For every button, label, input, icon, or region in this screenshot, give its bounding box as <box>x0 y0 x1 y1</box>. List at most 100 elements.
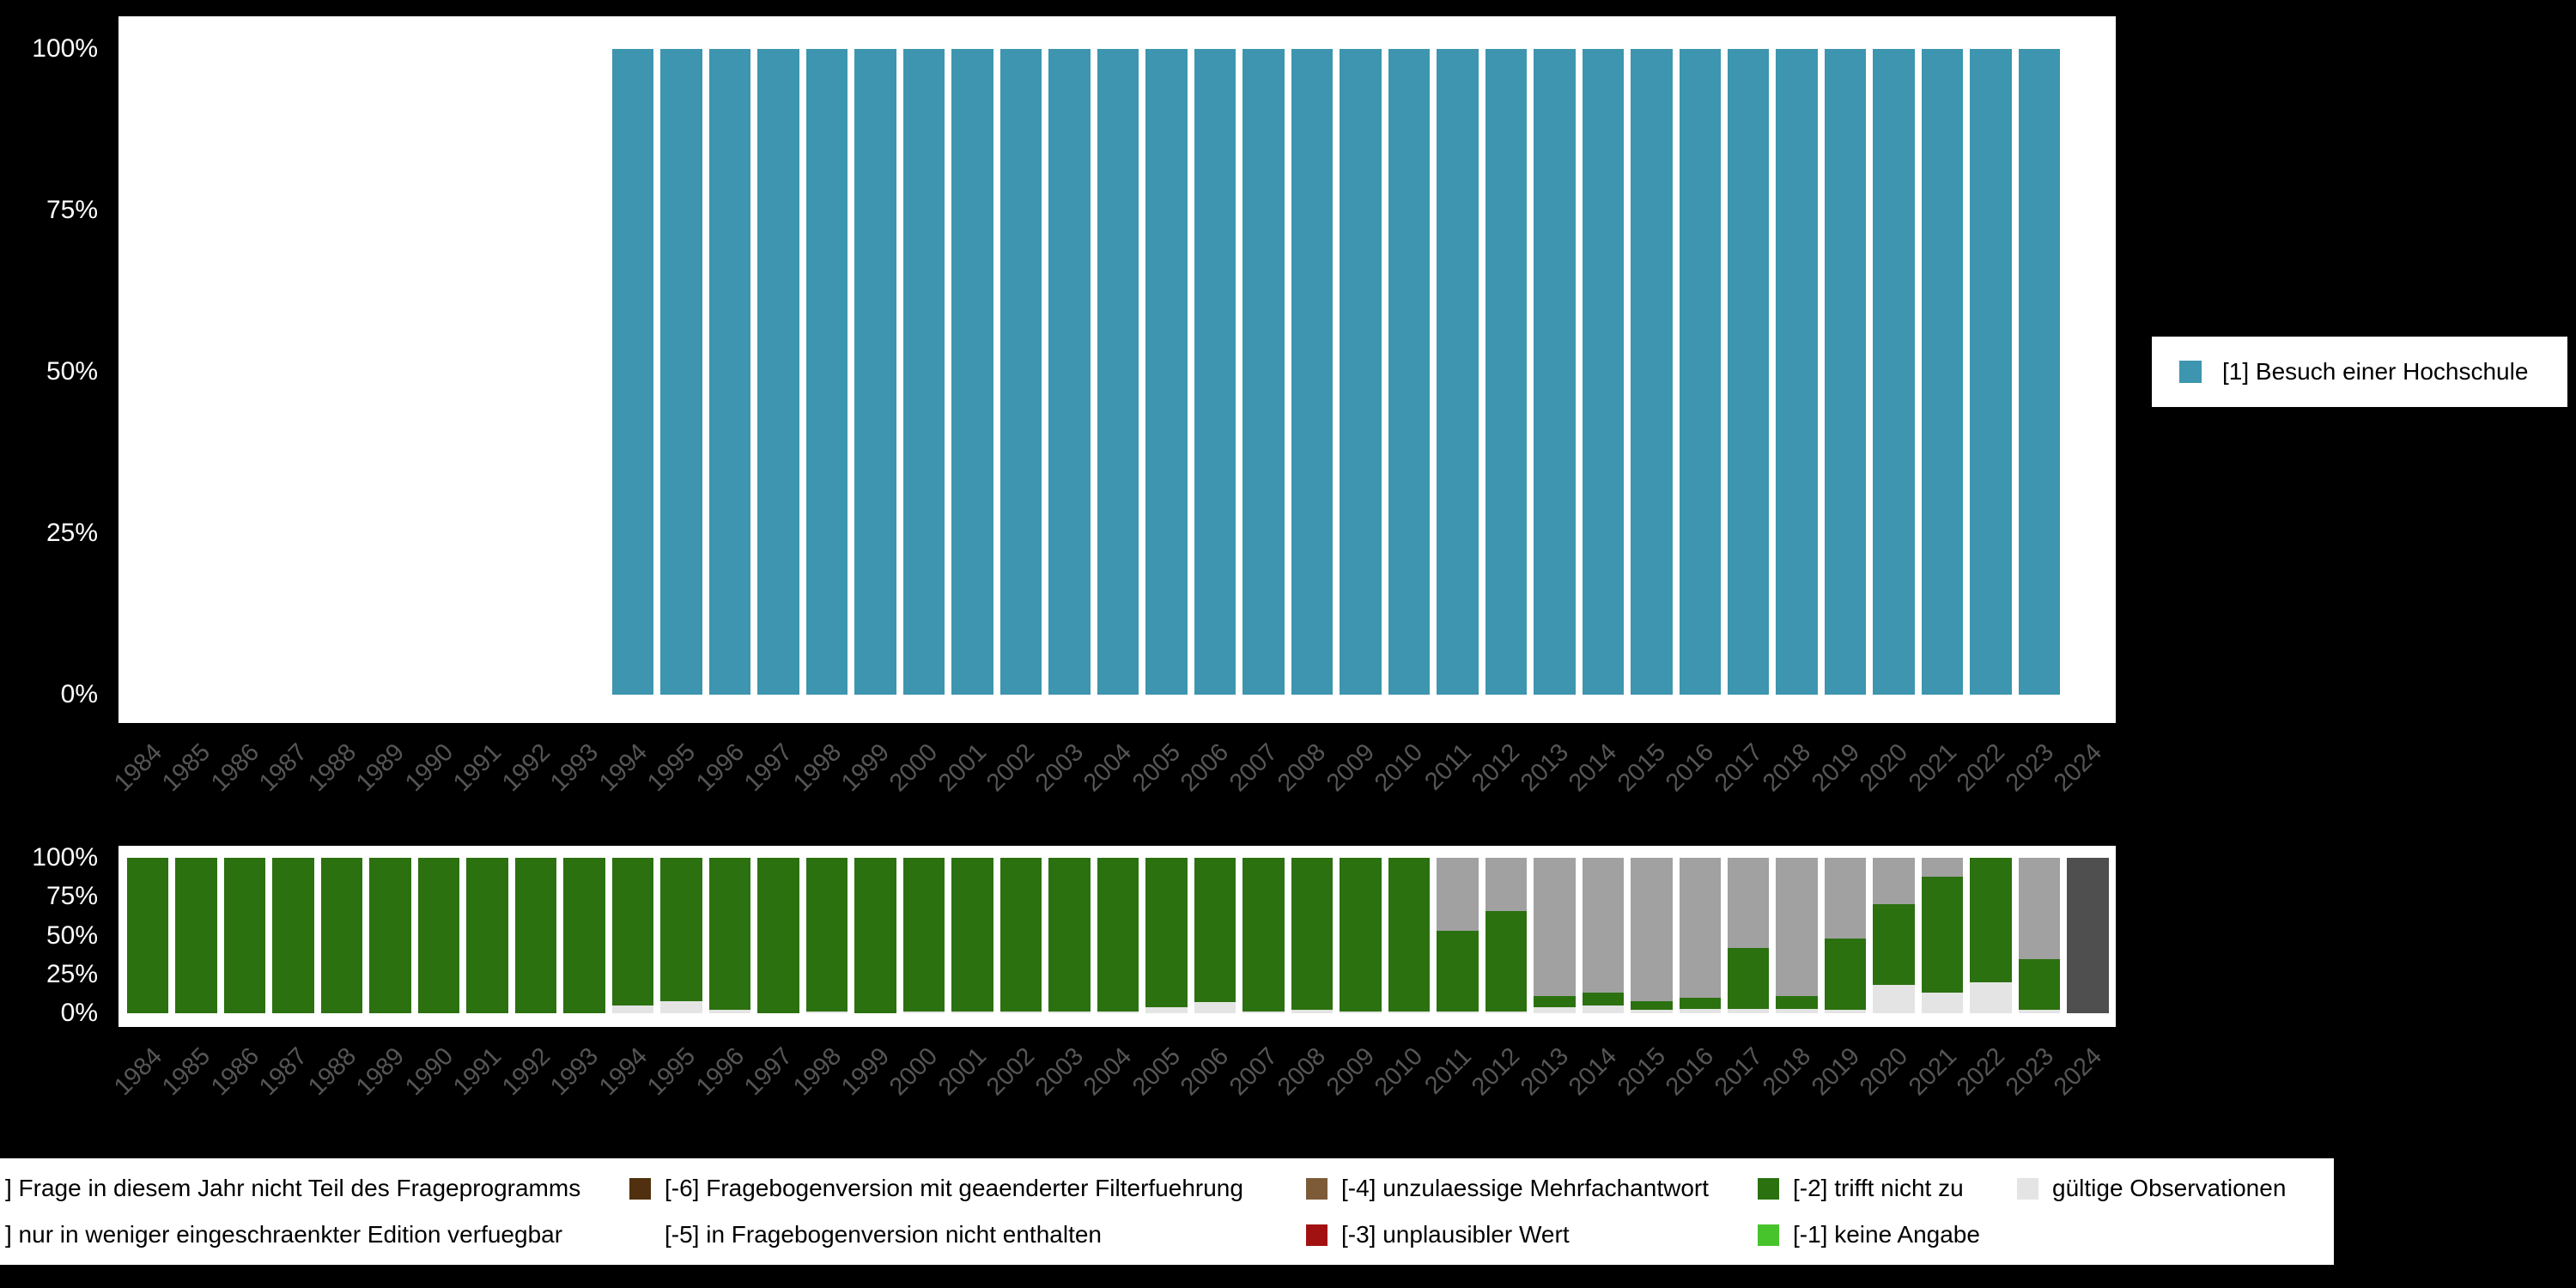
bar-segment-2023 <box>2019 1010 2060 1013</box>
top-chart-x-axis: 1984198519861987198819891990199119921993… <box>127 728 2109 840</box>
legend-item: [-2] trifft nicht zu <box>1758 1174 1980 1203</box>
bar-segment-1999 <box>854 858 896 1013</box>
x-tick-2016: 2016 <box>1680 728 1721 840</box>
bar-2021 <box>1922 49 1963 695</box>
bar-2003 <box>1048 858 1090 1013</box>
bar-1996 <box>709 858 750 1013</box>
x-tick-1984: 1984 <box>127 728 168 840</box>
legend-item: ] Frage in diesem Jahr nicht Teil des Fr… <box>5 1174 580 1203</box>
bar-segment-2006 <box>1194 49 1236 695</box>
bar-segment-2020 <box>1873 858 1914 904</box>
legend-item: [-4] unzulaessige Mehrfachantwort <box>1306 1174 1709 1203</box>
bar-2011 <box>1437 49 1478 695</box>
bar-segment-2007 <box>1242 858 1284 1012</box>
x-tick-1985: 1985 <box>175 728 216 840</box>
bar-segment-2004 <box>1097 1012 1139 1013</box>
x-tick-1990: 1990 <box>418 728 459 840</box>
bar-segment-1993 <box>563 858 605 1013</box>
bar-2021 <box>1922 858 1963 1013</box>
bar-segment-2006 <box>1194 858 1236 1002</box>
bar-1990 <box>418 49 459 695</box>
bar-segment-2022 <box>1970 858 2011 982</box>
bar-2012 <box>1485 858 1527 1013</box>
bar-segment-2001 <box>951 1012 993 1013</box>
x-axis-year-label: 1984 <box>109 1042 168 1102</box>
x-tick-2022: 2022 <box>1970 1032 2011 1144</box>
x-tick-2024: 2024 <box>2067 1032 2108 1144</box>
bar-segment-2022 <box>1970 49 2011 695</box>
x-tick-2014: 2014 <box>1583 1032 1624 1144</box>
legend-label: [-2] trifft nicht zu <box>1793 1175 1964 1202</box>
bar-segment-2002 <box>1000 1012 1042 1013</box>
bar-2008 <box>1291 858 1333 1013</box>
x-tick-2017: 2017 <box>1728 1032 1769 1144</box>
bar-segment-2005 <box>1145 858 1187 1007</box>
bar-segment-2020 <box>1873 985 1914 1013</box>
x-tick-2023: 2023 <box>2019 1032 2060 1144</box>
bar-1995 <box>660 49 702 695</box>
bar-segment-2017 <box>1728 858 1769 948</box>
legend-item: [-1] keine Angabe <box>1758 1220 1980 1249</box>
bar-2024 <box>2067 858 2108 1013</box>
x-tick-2020: 2020 <box>1873 728 1914 840</box>
bar-segment-2023 <box>2019 959 2060 1011</box>
y-axis-tick-label: 50% <box>46 921 108 951</box>
x-tick-1998: 1998 <box>806 728 848 840</box>
bar-segment-2015 <box>1631 1001 1672 1011</box>
bar-2000 <box>903 49 945 695</box>
x-tick-2018: 2018 <box>1776 1032 1817 1144</box>
x-tick-2024: 2024 <box>2067 728 2108 840</box>
bar-2022 <box>1970 858 2011 1013</box>
x-tick-1997: 1997 <box>757 728 799 840</box>
legend-swatch <box>2017 1178 2038 1200</box>
x-tick-1991: 1991 <box>466 1032 507 1144</box>
x-axis-year-label: 1984 <box>109 738 168 798</box>
main-legend: [1] Besuch einer Hochschule <box>2152 337 2567 407</box>
bar-2020 <box>1873 858 1914 1013</box>
bar-2019 <box>1825 49 1866 695</box>
x-tick-1986: 1986 <box>224 728 265 840</box>
bar-segment-2004 <box>1097 858 1139 1012</box>
x-tick-1998: 1998 <box>806 1032 848 1144</box>
legend-swatch <box>1758 1224 1779 1246</box>
bar-segment-2012 <box>1485 1012 1527 1013</box>
x-tick-2016: 2016 <box>1680 1032 1721 1144</box>
bar-1989 <box>369 858 410 1013</box>
bar-segment-2003 <box>1048 858 1090 1012</box>
x-tick-2004: 2004 <box>1097 1032 1139 1144</box>
bar-segment-1999 <box>854 49 896 695</box>
bar-segment-2010 <box>1388 1012 1430 1013</box>
legend-label: [-5] in Fragebogenversion nicht enthalte… <box>665 1221 1102 1249</box>
bar-segment-2020 <box>1873 49 1914 695</box>
x-tick-1984: 1984 <box>127 1032 168 1144</box>
bar-2016 <box>1680 49 1721 695</box>
bar-segment-2011 <box>1437 49 1478 695</box>
bar-segment-1995 <box>660 49 702 695</box>
bar-segment-1985 <box>175 858 216 1013</box>
x-tick-2012: 2012 <box>1485 728 1527 840</box>
bar-segment-2000 <box>903 858 945 1012</box>
bar-1984 <box>127 49 168 695</box>
bar-segment-2018 <box>1776 858 1817 996</box>
bar-segment-1997 <box>757 858 799 1013</box>
bar-segment-2014 <box>1583 993 1624 1005</box>
bar-1986 <box>224 49 265 695</box>
bar-2001 <box>951 858 993 1013</box>
bar-2024 <box>2067 49 2108 695</box>
legend-swatch <box>1758 1178 1779 1200</box>
legend-column: [-6] Fragebogenversion mit geaenderter F… <box>629 1174 1243 1249</box>
bar-1984 <box>127 858 168 1013</box>
x-tick-2021: 2021 <box>1922 728 1963 840</box>
legend-label: [-6] Fragebogenversion mit geaenderter F… <box>665 1175 1243 1202</box>
legend-swatch <box>629 1178 651 1200</box>
bar-segment-2001 <box>951 49 993 695</box>
bar-2007 <box>1242 858 1284 1013</box>
bar-segment-2012 <box>1485 49 1527 695</box>
bar-segment-2014 <box>1583 1005 1624 1013</box>
bar-segment-2012 <box>1485 911 1527 1012</box>
bar-2015 <box>1631 49 1672 695</box>
bar-2010 <box>1388 49 1430 695</box>
bar-segment-2018 <box>1776 49 1817 695</box>
bar-segment-1991 <box>466 858 507 1013</box>
bar-segment-2021 <box>1922 877 1963 993</box>
